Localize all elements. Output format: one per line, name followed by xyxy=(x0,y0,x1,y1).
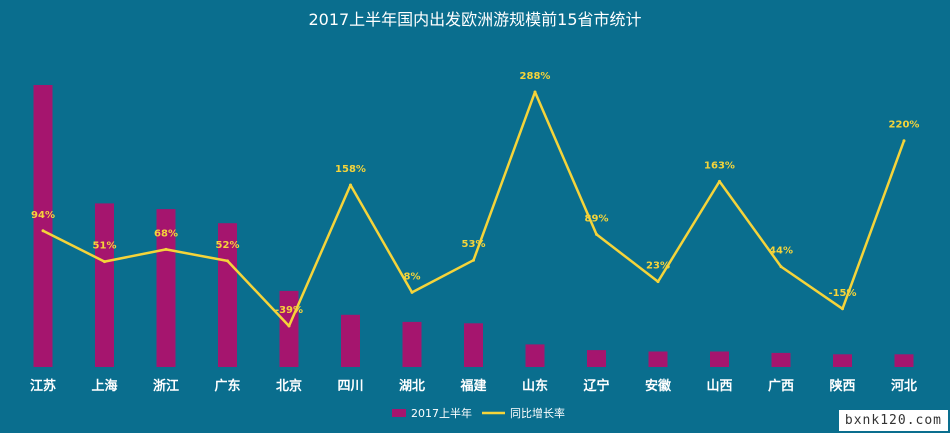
data-label-8: 53% xyxy=(462,239,486,250)
data-label-3: 68% xyxy=(154,228,178,239)
line-point-7 xyxy=(410,290,414,294)
x-tick-label-6: 四川 xyxy=(337,379,363,394)
line-point-5 xyxy=(287,324,291,328)
bar-7 xyxy=(402,321,422,367)
x-tick-label-4: 广东 xyxy=(214,378,240,394)
data-label-1: 94% xyxy=(31,210,55,221)
line-point-3 xyxy=(164,247,168,251)
data-label-7: 8% xyxy=(404,271,421,282)
data-label-15: 220% xyxy=(889,120,920,131)
data-label-14: -15% xyxy=(828,288,856,299)
line-point-4 xyxy=(226,259,229,263)
bar-12 xyxy=(710,351,729,367)
chart-title: 2017上半年国内出发欧洲游规模前15省市统计 xyxy=(308,10,641,29)
watermark: bxnk120.com xyxy=(838,410,948,431)
bar-11 xyxy=(648,351,668,367)
x-tick-label-1: 江苏 xyxy=(30,378,56,394)
bar-3 xyxy=(156,209,176,367)
data-label-12: 163% xyxy=(704,160,735,171)
line-point-8 xyxy=(472,258,475,262)
x-tick-label-13: 广西 xyxy=(768,378,794,394)
x-tick-label-9: 山东 xyxy=(522,378,548,394)
bar-6 xyxy=(341,314,360,367)
data-label-2: 51% xyxy=(93,241,117,252)
data-label-9: 288% xyxy=(520,71,551,82)
line-point-10 xyxy=(595,232,598,236)
legend: 2017上半年 同比增长率 xyxy=(392,406,565,420)
bar-14 xyxy=(833,354,852,367)
x-axis-ticks: 江苏 上海 浙江 广东 北京 四川 湖北 福建 山东 辽宁 安徽 山西 广西 陕西 河北 xyxy=(30,378,917,394)
line-point-13 xyxy=(779,265,783,269)
x-tick-label-10: 辽宁 xyxy=(583,378,609,394)
data-labels-layer: 94% 51% 68% 52% -39% 158% 8% 53% 288% 89% 23% 163% 4… xyxy=(31,71,919,316)
data-label-10: 89% xyxy=(585,213,609,224)
bar-8 xyxy=(464,323,483,367)
line-point-9 xyxy=(533,90,537,94)
x-tick-label-15: 河北 xyxy=(891,378,917,394)
legend-label-line: 同比增长率 xyxy=(510,406,565,420)
x-tick-label-8: 福建 xyxy=(459,378,486,394)
data-label-4: 52% xyxy=(216,240,240,251)
x-tick-label-7: 湖北 xyxy=(399,379,425,394)
line-point-11 xyxy=(656,280,660,284)
bar-13 xyxy=(771,352,791,367)
bar-1 xyxy=(33,85,53,367)
bar-5 xyxy=(279,290,299,367)
bars-layer xyxy=(33,85,914,367)
data-label-13: 44% xyxy=(769,246,793,257)
x-tick-label-14: 陕西 xyxy=(829,378,855,394)
line-point-2 xyxy=(103,260,106,264)
line-point-12 xyxy=(718,179,721,183)
bar-2 xyxy=(95,203,114,367)
line-layer xyxy=(41,90,906,328)
x-tick-label-12: 山西 xyxy=(706,378,732,394)
line-point-15 xyxy=(902,139,906,143)
line-point-1 xyxy=(41,229,45,233)
line-point-14 xyxy=(841,307,844,311)
bar-9 xyxy=(525,344,545,367)
x-tick-label-11: 安徽 xyxy=(645,378,672,394)
x-tick-label-5: 北京 xyxy=(276,378,302,394)
line-point-6 xyxy=(349,183,352,187)
data-label-6: 158% xyxy=(335,164,366,175)
legend-label-bar: 2017上半年 xyxy=(411,406,472,420)
legend-swatch-bar xyxy=(392,409,406,417)
data-label-11: 23% xyxy=(646,261,670,272)
x-tick-label-2: 上海 xyxy=(91,378,117,394)
bar-15 xyxy=(894,354,914,367)
data-label-5: -39% xyxy=(275,305,303,316)
x-tick-label-3: 浙江 xyxy=(153,378,179,394)
bar-10 xyxy=(587,350,606,367)
